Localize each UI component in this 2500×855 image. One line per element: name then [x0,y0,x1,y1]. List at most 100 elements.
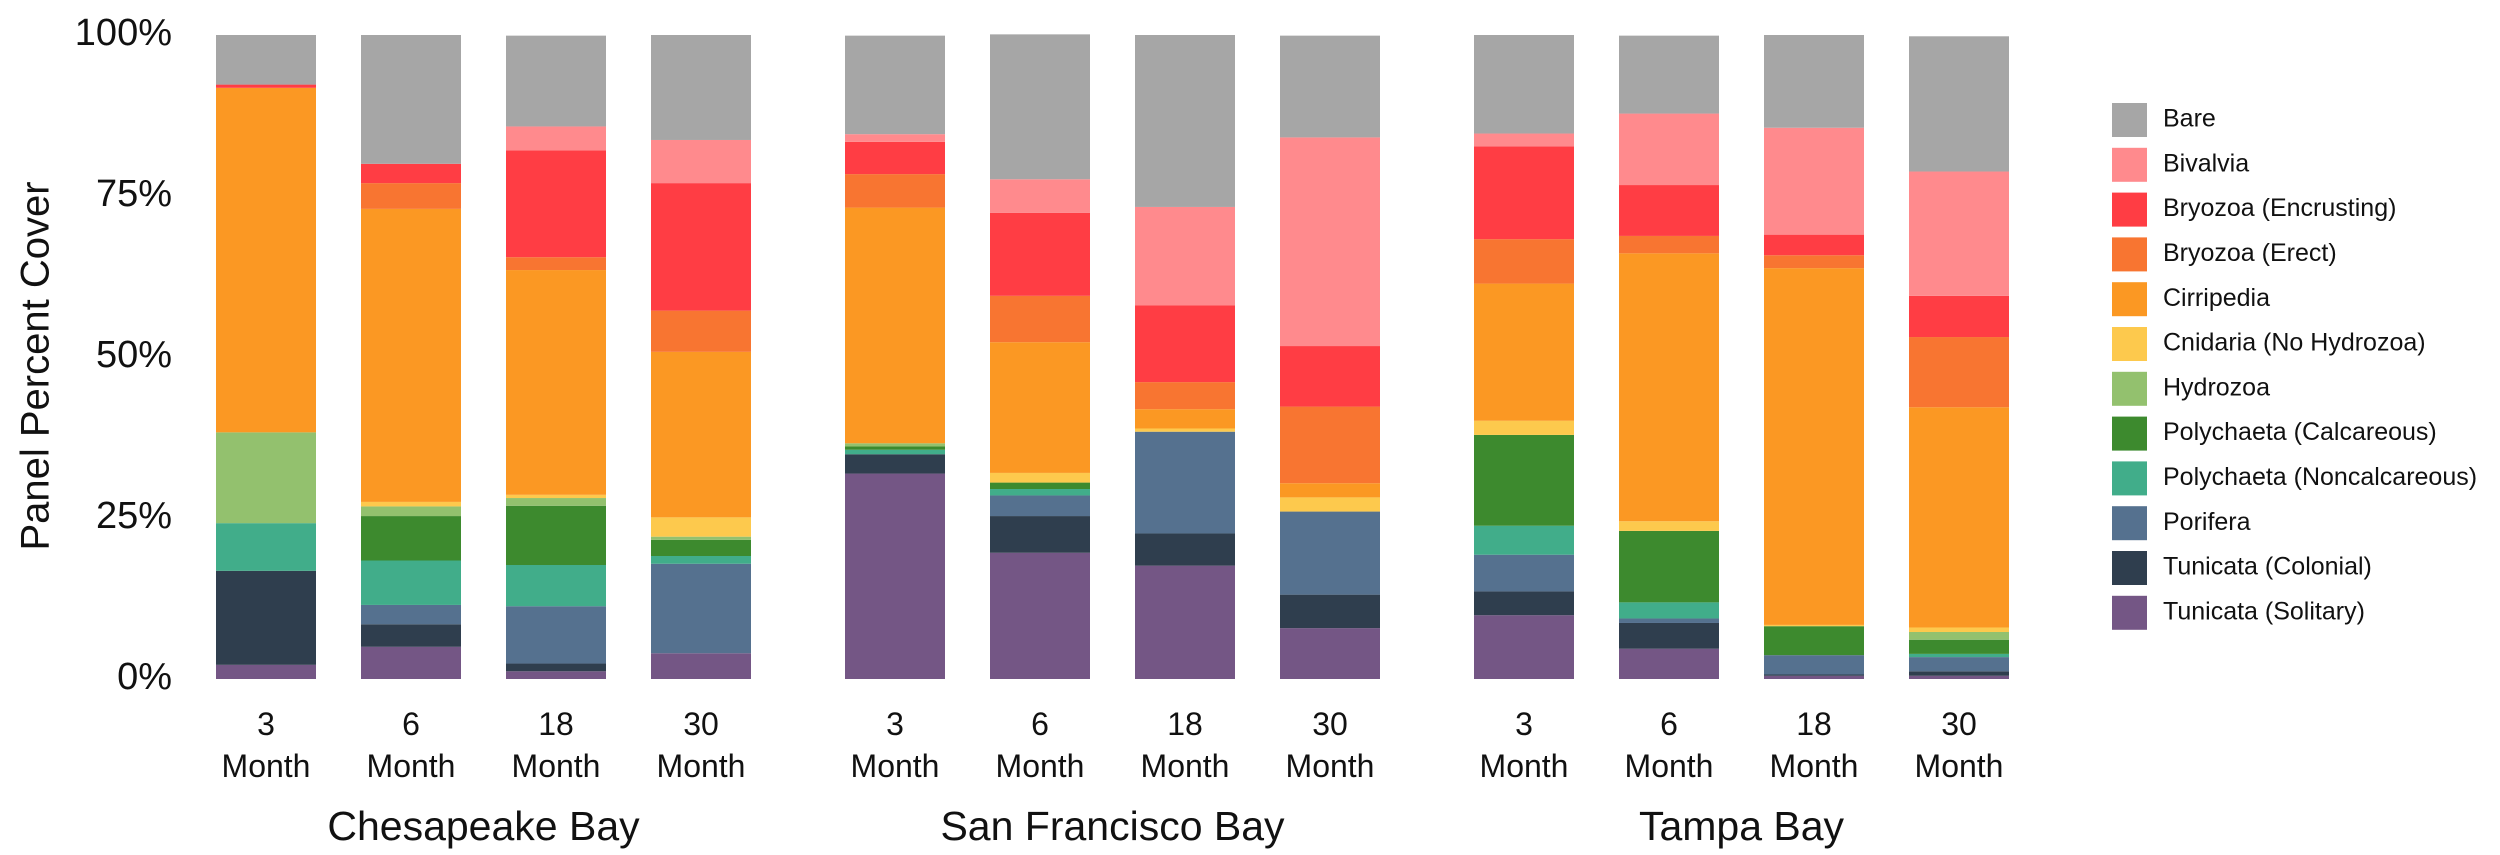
x-tick-label: 30 Month [1914,706,2004,784]
bar-segment [1135,35,1235,207]
bar-segment [651,310,751,352]
group-label: Tampa Bay [1639,803,1845,849]
legend-label: Bare [2163,105,2216,133]
bar-segment [1619,602,1719,619]
bar-segment [845,134,945,142]
y-axis-title: Panel Percent Cover [14,181,58,550]
bar-segment [1909,171,2009,296]
legend-swatch [2112,595,2147,630]
legend-label: Polychaeta (Calcareous) [2163,418,2437,446]
bar-segment [1280,511,1380,595]
bar-segment [990,482,1090,490]
bar-segment [1474,420,1574,435]
bar-segment [361,506,461,517]
bar-segment [1619,113,1719,186]
legend-label: Hydrozoa [2163,373,2270,401]
y-tick-label: 50% [96,334,172,376]
bar-segment [506,663,606,672]
legend-swatch [2112,192,2147,227]
x-tick-label: 6 Month [366,706,456,784]
bar-segment [1135,409,1235,429]
x-tick-label: 3 Month [1479,706,1569,784]
bar-segment [1764,35,1864,128]
bar-segment [216,432,316,524]
bar-segment [1764,655,1864,675]
x-tick-label: 18 Month [511,706,601,784]
bar-segment [1764,626,1864,656]
bar-segment [1619,253,1719,522]
bar-segment [506,606,606,664]
bar-segment [506,270,606,495]
y-tick-label: 100% [75,12,172,54]
legend-swatch [2112,371,2147,406]
bar-segment [216,87,316,433]
bar-segment [361,163,461,184]
bar-segment [1764,255,1864,269]
legend-swatch [2112,147,2147,182]
bar-segment [1619,185,1719,236]
bar-segment [1135,533,1235,566]
bar-segment [216,664,316,679]
bar-segment [1909,295,2009,338]
bar-segment [1474,434,1574,526]
legend-label: Bivalvia [2163,149,2249,177]
bar-segment [1619,35,1719,114]
bar-segment [216,35,316,85]
bar-segment [651,35,751,140]
bar-segment [361,560,461,605]
bar-segment [1135,206,1235,306]
bar-segment [1909,407,2009,628]
legend-swatch [2112,506,2147,541]
legend-label: Bryozoa (Erect) [2163,239,2337,267]
x-tick-label: 18 Month [1769,706,1859,784]
x-tick-label: 3 Month [221,706,311,784]
legend-swatch [2112,551,2147,585]
bar-segment [845,35,945,135]
bar-segment [1474,591,1574,616]
bar-segment [506,671,606,679]
bar-segment [990,472,1090,483]
bar-segment [506,126,606,151]
bar-segment [990,212,1090,296]
bar-segment [651,517,751,537]
bar-segment [845,473,945,679]
bar-segment [1474,615,1574,679]
bar-segment [1474,146,1574,240]
bar-segment [1135,428,1235,432]
y-tick-label: 0% [117,656,172,698]
bar-segment [361,624,461,647]
bar-segment [990,489,1090,496]
bar-segment [845,174,945,208]
legend-swatch [2112,461,2147,496]
bar-segment [506,498,606,506]
legend-swatch [2112,327,2147,361]
bar-segment [216,523,316,571]
bar-segment [506,505,606,566]
bar-segment [1474,35,1574,134]
x-tick-label: 3 Month [850,706,940,784]
bar-segment [1619,521,1719,531]
legend-swatch [2112,103,2147,137]
bar-segment [651,563,751,654]
legend-label: Cnidaria (No Hydrozoa) [2163,329,2426,357]
legend-label: Polychaeta (Noncalcareous) [2163,463,2477,491]
bar-segment [1764,127,1864,235]
legend-label: Tunicata (Solitary) [2163,597,2365,625]
bar-segment [845,443,945,447]
bar-segment [1619,648,1719,679]
bar-segment [1909,675,2009,679]
bar-segment [361,35,461,164]
bar-segment [361,646,461,679]
bar-segment [1474,133,1574,147]
group-label: San Francisco Bay [940,803,1285,849]
bar-segment [216,84,316,88]
legend-swatch [2112,282,2147,317]
legend-swatch [2112,237,2147,272]
bar-segment [216,570,316,665]
bar-segment [990,495,1090,517]
bar-segment [990,295,1090,343]
bar-segment [1909,671,2009,676]
bar-segment [1280,406,1380,484]
bar-segment [361,516,461,561]
